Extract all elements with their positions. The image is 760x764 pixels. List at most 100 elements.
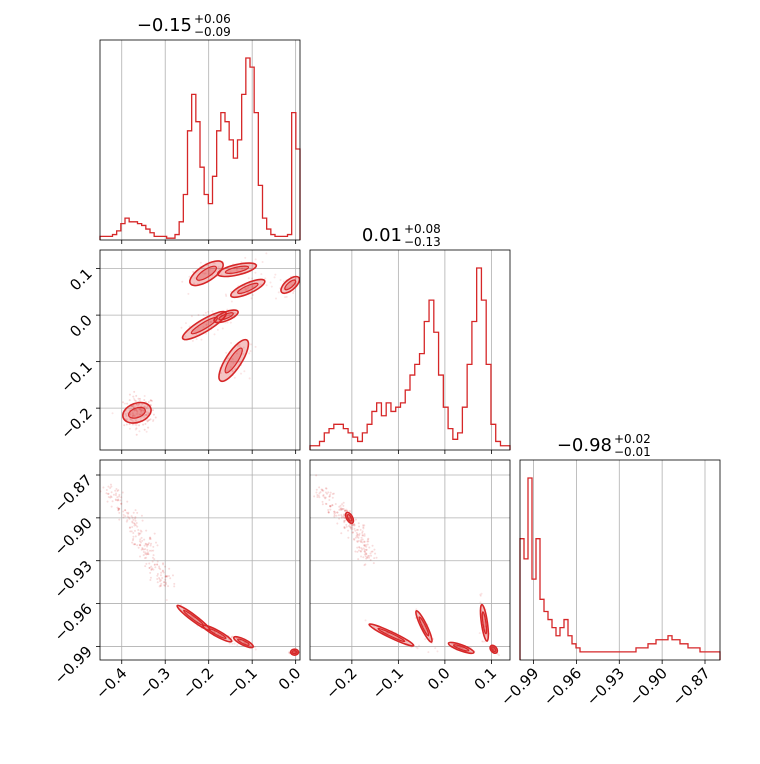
scatter-point bbox=[341, 503, 344, 506]
scatter-point bbox=[362, 534, 365, 537]
scatter-point bbox=[161, 577, 164, 580]
scatter-point bbox=[254, 271, 257, 274]
scatter-point bbox=[324, 497, 327, 500]
scatter-point bbox=[329, 508, 332, 511]
param-minus-2: −0.13 bbox=[404, 235, 441, 249]
scatter-point bbox=[197, 314, 200, 317]
scatter-point bbox=[361, 534, 364, 537]
scatter-point bbox=[133, 414, 136, 417]
scatter-point bbox=[155, 541, 158, 544]
scatter-point bbox=[336, 511, 339, 514]
scatter-point bbox=[316, 496, 319, 499]
scatter-point bbox=[139, 538, 142, 541]
scatter-point bbox=[360, 541, 363, 544]
scatter-point bbox=[149, 544, 152, 547]
x-tick-label: −0.2 bbox=[322, 664, 360, 702]
scatter-point bbox=[363, 564, 366, 567]
scatter-point bbox=[265, 284, 268, 287]
scatter-point bbox=[333, 512, 336, 515]
scatter-point bbox=[116, 496, 119, 499]
scatter-point bbox=[345, 508, 348, 511]
scatter-point bbox=[355, 528, 358, 531]
scatter-point bbox=[492, 647, 495, 650]
scatter-point bbox=[327, 511, 330, 514]
scatter-point bbox=[357, 549, 360, 552]
scatter-point bbox=[114, 494, 117, 497]
scatter-point bbox=[122, 513, 125, 516]
scatter-point bbox=[149, 418, 152, 421]
scatter-point bbox=[484, 625, 487, 628]
scatter-point bbox=[110, 496, 113, 499]
scatter-point bbox=[158, 577, 161, 580]
scatter-point bbox=[129, 530, 132, 533]
scatter-point bbox=[209, 320, 212, 323]
scatter-point bbox=[360, 555, 363, 558]
scatter-point bbox=[128, 423, 131, 426]
scatter-point bbox=[220, 372, 223, 375]
scatter-point bbox=[217, 266, 220, 269]
scatter-point bbox=[199, 261, 202, 264]
scatter-point bbox=[164, 575, 167, 578]
scatter-point bbox=[138, 413, 141, 416]
scatter-point bbox=[356, 528, 359, 531]
scatter-point bbox=[229, 321, 232, 324]
scatter-point bbox=[200, 624, 203, 627]
scatter-point bbox=[369, 558, 372, 561]
scatter-point bbox=[132, 511, 135, 514]
scatter-point bbox=[368, 554, 371, 557]
scatter-point bbox=[239, 639, 242, 642]
scatter-point bbox=[480, 592, 483, 595]
scatter-point bbox=[496, 652, 499, 655]
scatter-point bbox=[415, 646, 418, 649]
scatter-point bbox=[115, 499, 118, 502]
scatter-point bbox=[131, 405, 134, 408]
x-tick-label: 0.0 bbox=[424, 664, 454, 694]
scatter-point bbox=[131, 541, 134, 544]
scatter-point bbox=[295, 277, 298, 280]
scatter-point bbox=[248, 264, 251, 267]
scatter-point bbox=[142, 550, 145, 553]
scatter-point bbox=[416, 647, 419, 650]
param-median-2: 0.01 bbox=[362, 225, 402, 246]
scatter-point bbox=[333, 514, 336, 517]
scatter-point bbox=[117, 489, 120, 492]
scatter-point bbox=[150, 399, 153, 402]
scatter-point bbox=[363, 540, 366, 543]
density-contour-inner bbox=[237, 282, 259, 295]
scatter-point bbox=[343, 509, 346, 512]
scatter-point bbox=[126, 515, 129, 518]
scatter-point bbox=[112, 493, 115, 496]
scatter-point bbox=[322, 494, 325, 497]
scatter-point bbox=[127, 512, 130, 515]
scatter-point bbox=[213, 630, 216, 633]
scatter-point bbox=[139, 532, 142, 535]
clip-group bbox=[313, 474, 500, 657]
scatter-point bbox=[484, 634, 487, 637]
scatter-point bbox=[353, 524, 356, 527]
scatter-point bbox=[230, 300, 233, 303]
scatter-point bbox=[363, 545, 366, 548]
scatter-point bbox=[130, 515, 133, 518]
scatter-point bbox=[150, 565, 153, 568]
scatter-point bbox=[347, 536, 350, 539]
scatter-point bbox=[363, 550, 366, 553]
scatter-point bbox=[362, 547, 365, 550]
scatter-point bbox=[128, 393, 131, 396]
density-contour-inner bbox=[291, 650, 298, 655]
scatter-point bbox=[145, 413, 148, 416]
scatter-point bbox=[138, 543, 141, 546]
scatter-point bbox=[329, 505, 332, 508]
scatter-point bbox=[156, 563, 159, 566]
scatter-point bbox=[125, 511, 128, 514]
scatter-point bbox=[354, 529, 357, 532]
scatter-point bbox=[106, 500, 109, 503]
scatter-point bbox=[361, 530, 364, 533]
scatter-point bbox=[194, 277, 197, 280]
scatter-point bbox=[188, 275, 191, 278]
scatter-point bbox=[245, 288, 248, 291]
scatter-point bbox=[351, 526, 354, 529]
scatter-point bbox=[235, 269, 238, 272]
param-plus-3: +0.02 bbox=[614, 432, 651, 446]
scatter-point bbox=[363, 534, 366, 537]
scatter-point bbox=[316, 493, 319, 496]
